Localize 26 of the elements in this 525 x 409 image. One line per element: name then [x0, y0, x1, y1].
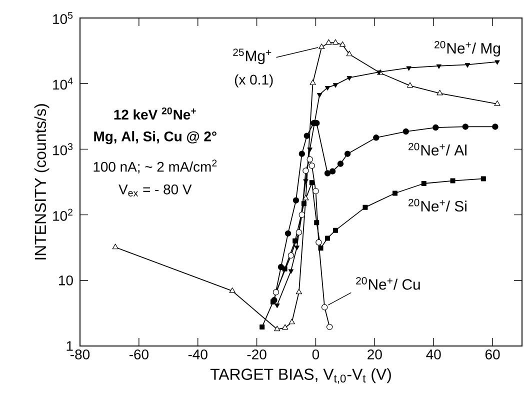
y-tick-label: 10$^{5}$	[53, 12, 73, 24]
x-tick-label: 0	[312, 350, 320, 360]
y-axis-title: INTENSITY (counts/s)	[34, 104, 50, 260]
y-tick-label: 10$^{2}$	[53, 208, 72, 221]
annotation: (x 0.1)	[234, 74, 273, 88]
x-axis-title: TARGET BIAS, V$_{t,0}$-V$_{t}$ (V)	[210, 368, 391, 384]
annotation: Mg, Al, Si, Cu @ 2°	[94, 131, 216, 144]
x-tick-label: 40	[426, 350, 441, 360]
series-label: $^{20}$Ne$^{+}$/ Al	[408, 142, 466, 156]
x-tick-label: 60	[485, 350, 500, 360]
series-label: $^{20}$Ne$^{+}$/ Mg	[434, 40, 500, 57]
annotation: 12 keV $^{20}$Ne$^{+}$	[114, 107, 196, 120]
annotation: V$_{ex}$ = - 80 V	[118, 184, 192, 196]
y-tick-label: 10	[59, 275, 73, 286]
legend-label: $^{25}$Mg$^{+}$	[233, 48, 272, 64]
x-tick-label: -60	[129, 350, 148, 360]
x-tick-label: -40	[188, 350, 208, 360]
series-label: $^{20}$Ne$^{+}$/ Si	[408, 198, 466, 212]
x-tick-label: -20	[247, 350, 266, 360]
annotation: 100 nA; ~ 2 mA/cm$^{2}$	[94, 160, 217, 174]
x-tick-label: -80	[70, 350, 90, 360]
y-tick-label: 10$^{4}$	[53, 78, 73, 90]
y-tick-label: 1	[66, 341, 73, 351]
y-tick-label: 10$^{3}$	[53, 143, 73, 156]
text: $^{20}$Ne$^{+}$/ Cu	[356, 277, 420, 290]
x-tick-label: 20	[368, 350, 382, 360]
